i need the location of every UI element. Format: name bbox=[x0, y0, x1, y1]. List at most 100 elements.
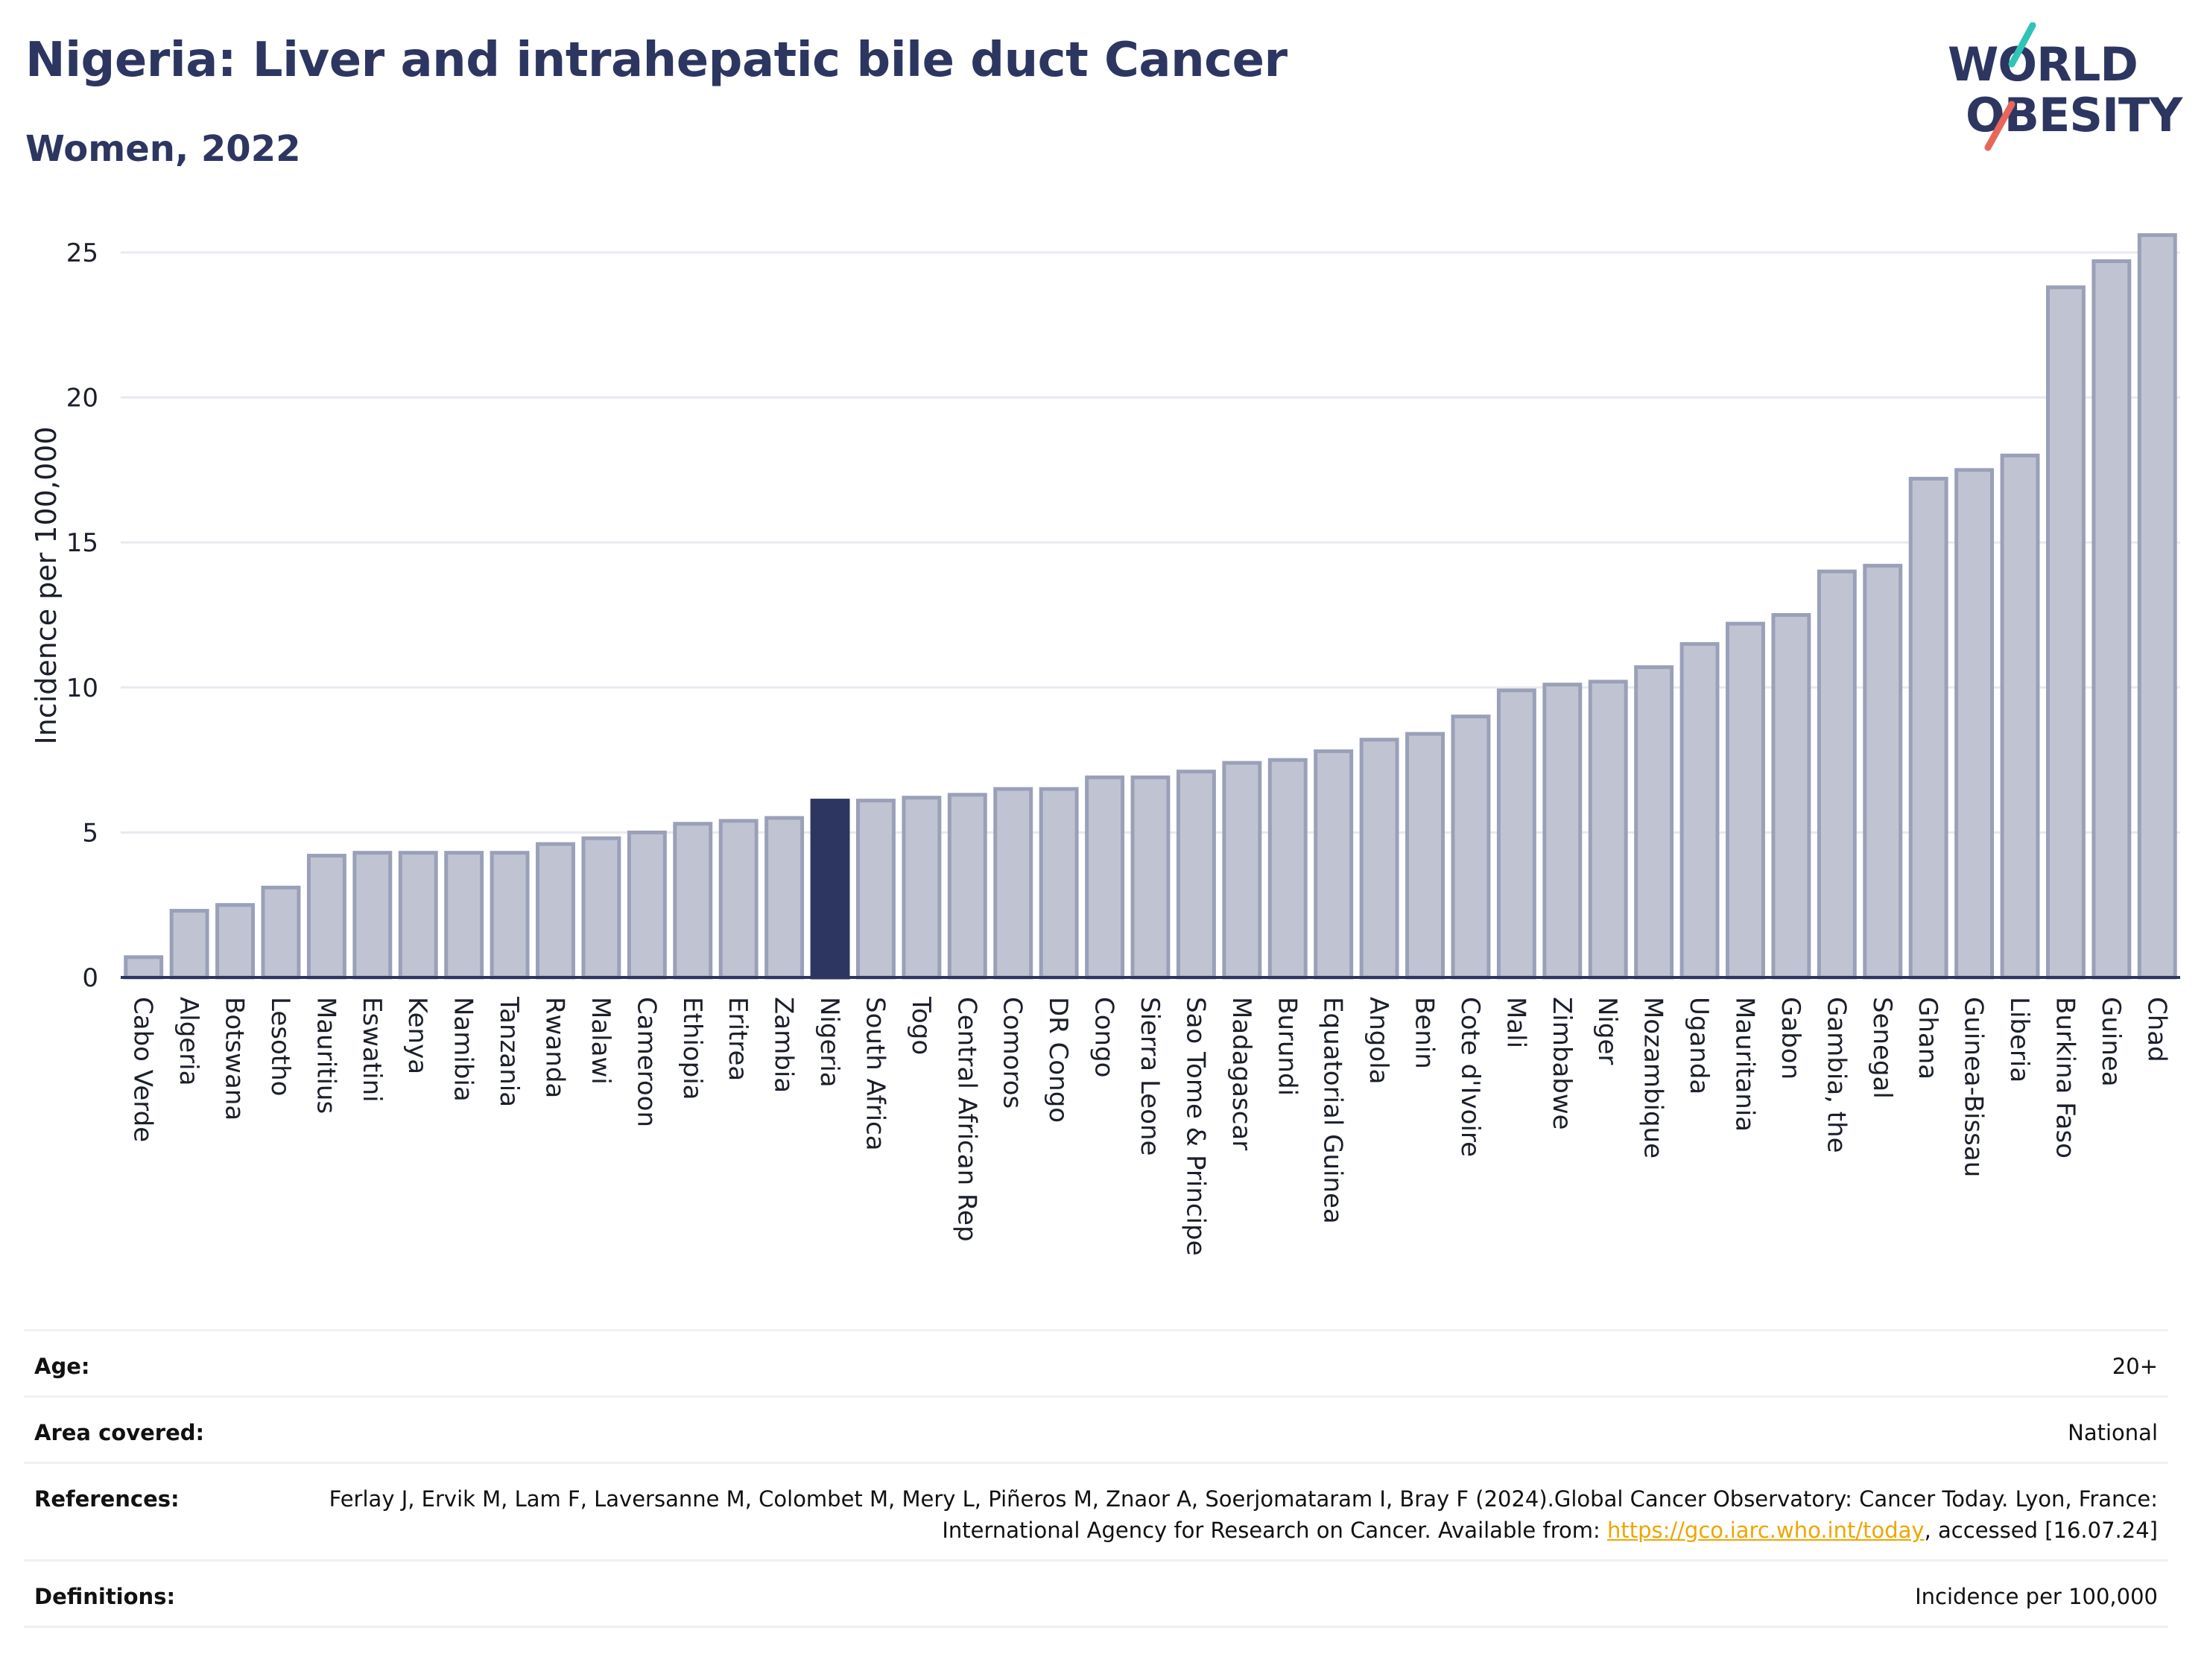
logo-line-1: WORLD bbox=[1948, 37, 2138, 92]
bar bbox=[1039, 787, 1079, 980]
x-tick-label: Botswana bbox=[220, 997, 250, 1120]
y-tick-label: 5 bbox=[82, 818, 98, 848]
bar bbox=[1954, 468, 1995, 980]
bar bbox=[627, 830, 667, 980]
x-tick-label: Tanzania bbox=[494, 996, 524, 1107]
logo-slash-icon bbox=[1984, 22, 2036, 151]
logo-line-2: OBESITY bbox=[1966, 88, 2182, 142]
x-tick-label: Sao Tome & Principe bbox=[1180, 997, 1210, 1256]
x-tick-label: Benin bbox=[1410, 997, 1440, 1069]
bar bbox=[673, 822, 713, 980]
x-tick-label: Gabon bbox=[1776, 997, 1805, 1080]
x-tick-label: Ghana bbox=[1913, 997, 1942, 1080]
info-row-area: Area covered: National bbox=[24, 1395, 2168, 1462]
references-value: Ferlay J, Ervik M, Lam F, Laversanne M, … bbox=[280, 1483, 2158, 1546]
logo-slash-upper bbox=[2008, 22, 2036, 68]
x-tick-label: Cameroon bbox=[631, 997, 661, 1127]
y-tick-label: 10 bbox=[66, 673, 98, 703]
x-tick-label: Angola bbox=[1364, 997, 1393, 1084]
x-tick-label: Mauritius bbox=[311, 997, 341, 1114]
x-tick-label: DR Congo bbox=[1043, 997, 1073, 1123]
chart-title: Nigeria: Liver and intrahepatic bile duc… bbox=[25, 33, 1288, 88]
x-tick-label: Burkina Faso bbox=[2050, 997, 2080, 1158]
x-tick-label: Mozambique bbox=[1638, 997, 1668, 1158]
x-tick-label: Central African Rep bbox=[951, 997, 981, 1242]
x-tick-label: Guinea-Bissau bbox=[1959, 997, 1989, 1177]
bar bbox=[764, 816, 805, 980]
bar bbox=[1451, 714, 1491, 980]
y-tick-label: 0 bbox=[82, 963, 98, 993]
bar bbox=[1726, 621, 1765, 980]
chart-subtitle: Women, 2022 bbox=[25, 128, 301, 170]
bar bbox=[581, 836, 621, 980]
bar-chart: 0 5 10 15 20 25 Incidence per 100,000 Cabo Verd… bbox=[30, 233, 2180, 1256]
bar bbox=[261, 885, 301, 980]
x-tick-label: Kenya bbox=[402, 997, 432, 1074]
definitions-value: Incidence per 100,000 bbox=[1915, 1584, 2158, 1609]
area-label: Area covered: bbox=[34, 1420, 205, 1445]
info-row-age: Age: 20+ bbox=[24, 1329, 2168, 1395]
x-tick-label: Sierra Leone bbox=[1135, 997, 1165, 1156]
y-tick-label: 20 bbox=[66, 384, 98, 413]
bar bbox=[2045, 285, 2086, 980]
bar bbox=[1085, 775, 1125, 980]
bar bbox=[1863, 563, 1903, 980]
y-axis-title: Incidence per 100,000 bbox=[30, 426, 63, 744]
x-tick-label: Namibia bbox=[449, 997, 478, 1102]
bar bbox=[124, 955, 164, 980]
x-tick-label: Malawi bbox=[586, 997, 615, 1085]
x-tick-label: Lesotho bbox=[265, 997, 295, 1096]
x-tick-label: Eritrea bbox=[723, 997, 753, 1081]
bar bbox=[215, 903, 256, 980]
world-obesity-logo: WORLD OBESITY bbox=[1937, 22, 2191, 164]
x-tick-label: Eswatini bbox=[357, 997, 387, 1103]
y-tick-label: 25 bbox=[66, 238, 98, 268]
x-tick-label: Ethiopia bbox=[677, 997, 707, 1100]
definitions-label: Definitions: bbox=[34, 1584, 176, 1609]
references-link[interactable]: https://gco.iarc.who.int/today bbox=[1606, 1518, 1925, 1543]
bar bbox=[1314, 749, 1354, 980]
age-value: 20+ bbox=[2112, 1354, 2158, 1379]
bar bbox=[810, 799, 850, 980]
x-tick-label: Mali bbox=[1501, 997, 1530, 1048]
bar bbox=[1222, 761, 1262, 980]
area-value: National bbox=[2068, 1420, 2158, 1445]
x-tick-label: Equatorial Guinea bbox=[1318, 997, 1348, 1224]
x-tick-label: Algeria bbox=[174, 997, 203, 1085]
x-tick-label: Zimbabwe bbox=[1547, 997, 1577, 1130]
x-tick-label: Nigeria bbox=[814, 997, 844, 1088]
x-tick-label: South Africa bbox=[860, 997, 890, 1151]
x-tick-label: Comoros bbox=[998, 997, 1027, 1109]
bar bbox=[993, 787, 1033, 980]
bar bbox=[1679, 641, 1720, 980]
logo-slash-lower bbox=[1984, 101, 2015, 151]
x-tick-label: Chad bbox=[2141, 997, 2171, 1062]
bar bbox=[536, 842, 575, 980]
info-table: Age: 20+ Area covered: National Referenc… bbox=[24, 1329, 2168, 1628]
x-tick-label: Mauritania bbox=[1729, 997, 1759, 1132]
info-row-definitions: Definitions: Incidence per 100,000 bbox=[24, 1559, 2168, 1628]
x-tick-label: Togo bbox=[906, 996, 936, 1055]
bar bbox=[2137, 233, 2177, 980]
references-text-1: Ferlay J, Ervik M, Lam F, Laversanne M, … bbox=[329, 1486, 2158, 1543]
x-tick-label: Madagascar bbox=[1226, 997, 1256, 1150]
x-tick-label: Zambia bbox=[769, 997, 799, 1093]
bar bbox=[306, 854, 346, 980]
bar bbox=[1496, 688, 1536, 980]
bar bbox=[1176, 770, 1216, 980]
x-tick-label: Gambia, the bbox=[1821, 997, 1851, 1153]
bar bbox=[2000, 453, 2040, 980]
x-tick-label: Niger bbox=[1592, 997, 1622, 1065]
x-tick-label: Senegal bbox=[1867, 997, 1897, 1099]
references-label: References: bbox=[34, 1486, 180, 1512]
x-tick-label: Burundi bbox=[1272, 997, 1302, 1096]
x-tick-label: Liberia bbox=[2004, 997, 2034, 1083]
bar bbox=[352, 851, 393, 980]
x-tick-label: Guinea bbox=[2096, 997, 2126, 1087]
bar bbox=[398, 851, 438, 980]
bar bbox=[169, 908, 209, 980]
bar bbox=[902, 796, 942, 980]
bar bbox=[1634, 665, 1674, 980]
bar bbox=[490, 851, 530, 980]
bar bbox=[444, 851, 484, 980]
